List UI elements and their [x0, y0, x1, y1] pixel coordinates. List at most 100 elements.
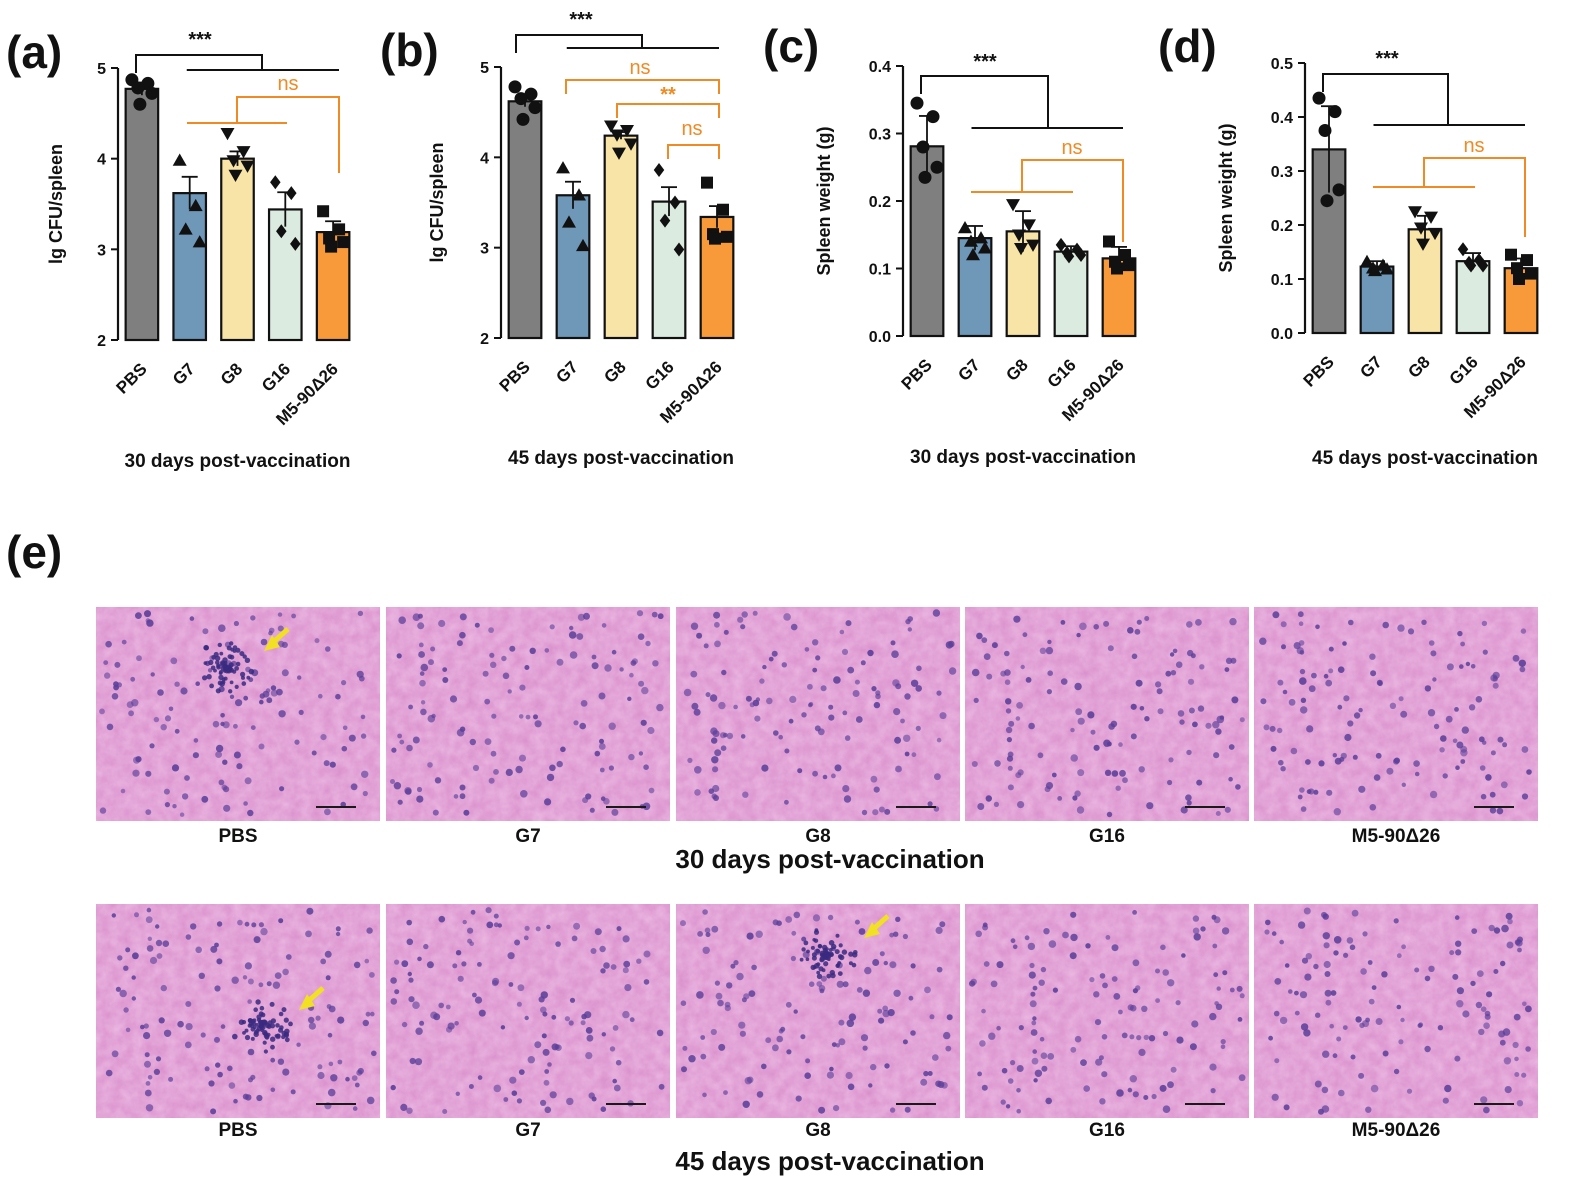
- nucleus: [1006, 737, 1013, 743]
- nucleus: [247, 1048, 255, 1056]
- nucleus: [781, 662, 787, 668]
- nucleus: [723, 1090, 728, 1095]
- nucleus: [484, 698, 491, 705]
- lesion-arrow-head: [299, 994, 315, 1010]
- nucleus: [1505, 912, 1513, 920]
- nucleus: [815, 655, 821, 661]
- nucleus: [540, 1006, 547, 1014]
- nucleus: [1478, 1028, 1485, 1036]
- nucleus: [776, 1035, 783, 1043]
- nucleus: [868, 1083, 873, 1088]
- inflammatory-cell: [826, 973, 832, 979]
- nucleus: [1468, 704, 1476, 711]
- x-axis-title: 30 days post-vaccination: [910, 447, 1136, 468]
- nucleus: [250, 615, 256, 621]
- nucleus: [155, 924, 160, 929]
- nucleus: [164, 802, 170, 808]
- nucleus: [766, 697, 773, 705]
- nucleus: [889, 932, 895, 938]
- significance-label: ns: [681, 118, 702, 140]
- nucleus: [1396, 953, 1402, 959]
- nucleus: [1141, 1005, 1148, 1012]
- nucleus: [703, 643, 709, 649]
- nucleus: [1342, 1025, 1348, 1030]
- micrograph-label: G8: [805, 1120, 830, 1141]
- panel-letter: (a): [6, 26, 62, 78]
- nucleus: [1175, 1000, 1181, 1006]
- nucleus: [1037, 752, 1044, 759]
- nucleus: [1000, 1099, 1006, 1105]
- nucleus: [1428, 640, 1435, 646]
- nucleus: [447, 1022, 455, 1030]
- nucleus: [227, 1065, 233, 1072]
- bar-G8: [603, 134, 639, 340]
- nucleus: [516, 1098, 523, 1104]
- nucleus: [1401, 944, 1406, 950]
- nucleus: [136, 655, 142, 662]
- nucleus: [244, 962, 252, 970]
- data-point: [966, 248, 980, 261]
- nucleus: [1311, 672, 1317, 679]
- inflammatory-cell: [815, 948, 821, 954]
- nucleus: [882, 1005, 889, 1012]
- data-point: [620, 124, 634, 138]
- micrograph-tile: [965, 607, 1249, 821]
- nucleus: [1209, 1012, 1217, 1021]
- nucleus: [1031, 1057, 1039, 1065]
- nucleus: [544, 798, 552, 806]
- nucleus: [768, 656, 774, 662]
- y-tick-label: 0.2: [869, 194, 891, 211]
- nucleus: [1212, 943, 1218, 949]
- nucleus: [927, 801, 933, 807]
- nucleus: [908, 995, 914, 1001]
- nucleus: [472, 764, 480, 772]
- micrograph-texture: [96, 607, 380, 821]
- significance-label: ***: [1375, 48, 1399, 70]
- y-tick-label: 0.1: [1271, 272, 1293, 289]
- nucleus: [864, 966, 872, 975]
- nucleus: [1076, 632, 1081, 638]
- nucleus: [1005, 708, 1012, 714]
- micrograph-texture: [676, 904, 960, 1118]
- nucleus: [603, 962, 610, 969]
- nucleus: [1057, 796, 1063, 801]
- micrograph-label: G8: [805, 826, 830, 847]
- nucleus: [1315, 624, 1320, 630]
- nucleus: [420, 663, 429, 672]
- nucleus: [216, 921, 223, 927]
- nucleus: [611, 808, 619, 816]
- nucleus: [585, 1052, 593, 1060]
- nucleus: [1264, 929, 1270, 935]
- significance-bracket: ns: [565, 57, 720, 94]
- nucleus: [356, 670, 364, 678]
- nucleus: [215, 744, 224, 753]
- data-point: [133, 97, 147, 111]
- nucleus: [1132, 910, 1137, 915]
- nucleus: [1127, 1087, 1133, 1093]
- nucleus: [643, 950, 651, 958]
- nucleus: [408, 977, 414, 983]
- nucleus: [449, 695, 458, 703]
- data-point: [1119, 249, 1131, 261]
- data-point: [290, 236, 301, 251]
- nucleus: [119, 989, 127, 998]
- data-point: [604, 120, 618, 133]
- nucleus: [905, 618, 911, 625]
- nucleus: [1476, 970, 1484, 977]
- nucleus: [401, 960, 409, 968]
- inflammatory-cell: [252, 1018, 257, 1023]
- nucleus: [657, 613, 664, 620]
- nucleus: [743, 993, 750, 1000]
- nucleus: [1017, 801, 1025, 809]
- nucleus: [123, 1007, 129, 1013]
- nucleus: [1215, 728, 1222, 735]
- nucleus: [353, 961, 361, 969]
- inflammatory-cell: [250, 1036, 255, 1041]
- inflammatory-cell: [258, 1019, 264, 1025]
- nucleus: [1288, 989, 1293, 994]
- nucleus: [1480, 1096, 1488, 1104]
- nucleus: [1156, 688, 1163, 695]
- nucleus: [841, 648, 849, 656]
- inflammatory-cell: [210, 665, 216, 671]
